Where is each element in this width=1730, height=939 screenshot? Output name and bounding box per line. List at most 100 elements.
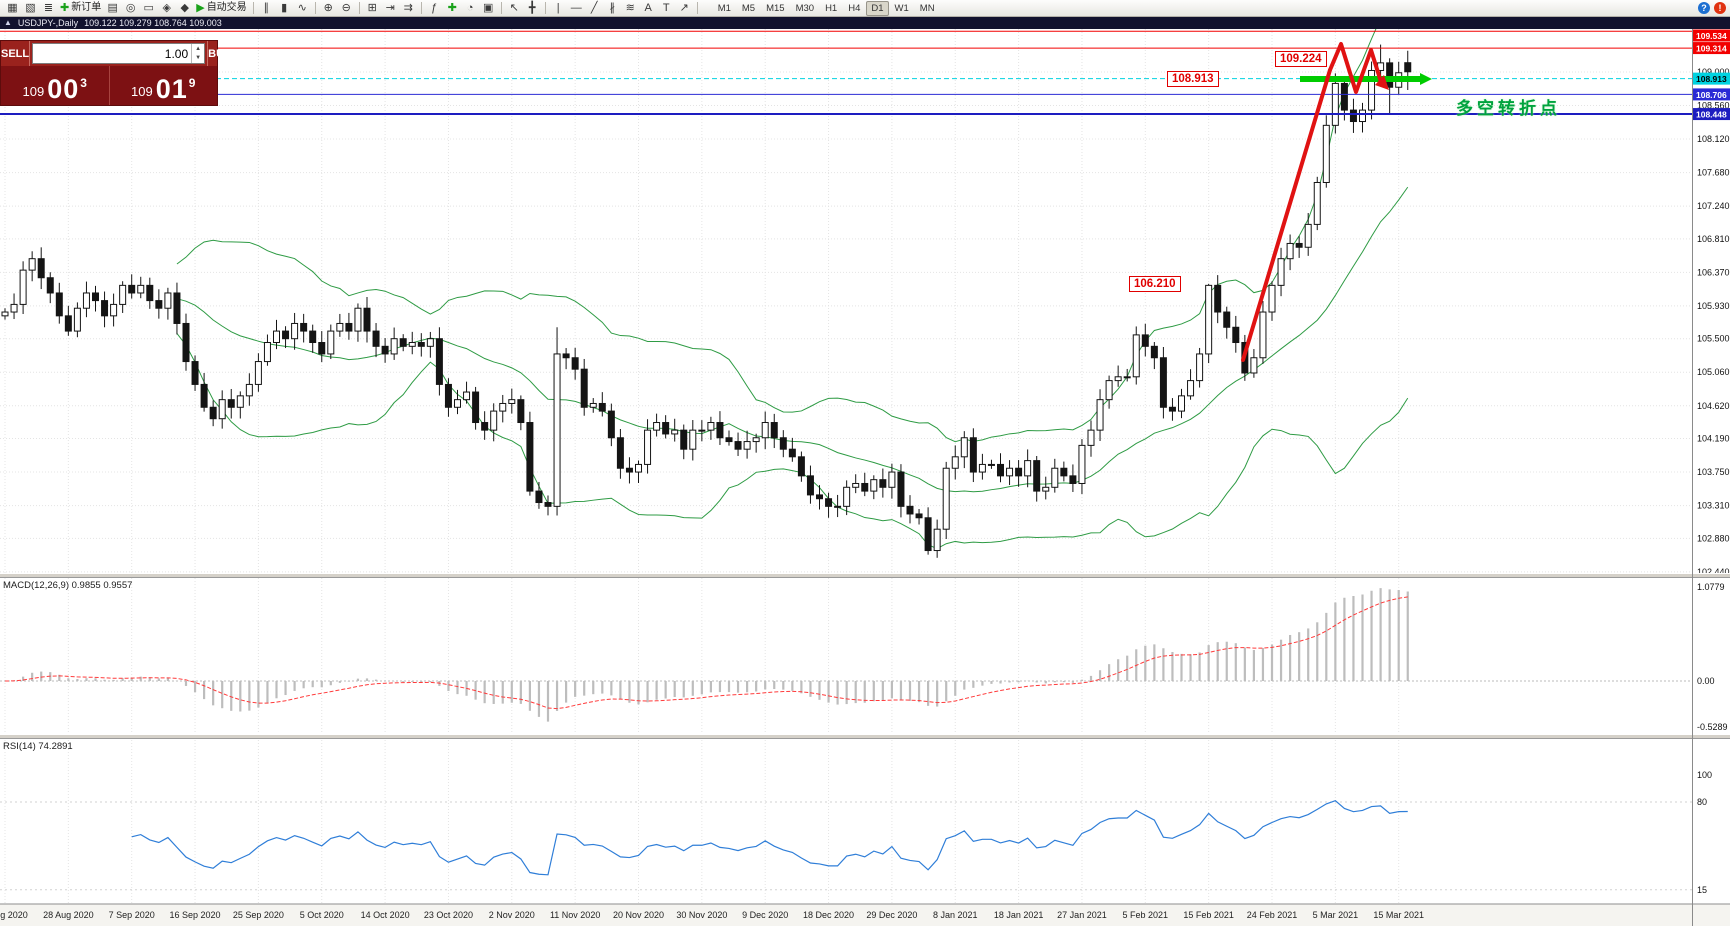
zoom-out-button[interactable]: ⊖	[338, 1, 355, 16]
svg-text:108.560: 108.560	[1697, 101, 1730, 111]
zoom-in-button[interactable]: ⊕	[320, 1, 337, 16]
price-level-tag[interactable]: 109.534	[1693, 29, 1730, 42]
metaeditor-icon: ◆	[180, 1, 189, 14]
svg-text:5 Feb 2021: 5 Feb 2021	[1123, 910, 1169, 920]
price-annotation-box[interactable]: 108.913	[1167, 71, 1219, 87]
svg-text:80: 80	[1697, 797, 1707, 807]
ask-prefix: 109	[131, 83, 153, 99]
rsi-label: RSI(14) 74.2891	[3, 741, 73, 752]
sell-button[interactable]: SELL	[1, 41, 31, 66]
svg-text:0.00: 0.00	[1697, 676, 1715, 686]
svg-text:105.930: 105.930	[1697, 301, 1730, 311]
alert-icon[interactable]: !	[1714, 2, 1726, 14]
svg-text:105.500: 105.500	[1697, 334, 1730, 344]
fibonacci-icon: ≋	[625, 1, 635, 14]
line-chart-button[interactable]: ∿	[294, 1, 311, 16]
red-zigzag-arrow[interactable]	[1328, 42, 1383, 94]
pane-separator[interactable]	[0, 573, 1730, 578]
auto-scroll-button[interactable]: ⇥	[382, 1, 399, 16]
svg-text:27 Jan 2021: 27 Jan 2021	[1057, 910, 1107, 920]
price-annotation-box[interactable]: 106.210	[1129, 276, 1181, 292]
green-arrow-head	[1420, 73, 1432, 85]
text-label-button[interactable]: A	[640, 1, 657, 16]
text-tool-button[interactable]: T	[658, 1, 675, 16]
terminal-icon: ▭	[143, 1, 154, 14]
collapse-trade-panel-icon[interactable]: ▲	[4, 18, 12, 27]
tf-w1[interactable]: W1	[894, 2, 909, 14]
price-annotation-box[interactable]: 109.224	[1275, 51, 1327, 67]
vertical-line-button[interactable]: |	[550, 1, 567, 16]
fibonacci-button[interactable]: ≋	[622, 1, 639, 16]
svg-text:108.913: 108.913	[1696, 74, 1727, 84]
new-order-label: 新订单	[71, 2, 102, 13]
templates-button[interactable]: ▣	[480, 1, 497, 16]
cursor-button[interactable]: ↖	[506, 1, 523, 16]
horizontal-line-button[interactable]: ―	[568, 1, 585, 16]
svg-text:25 Sep 2020: 25 Sep 2020	[233, 910, 284, 920]
autotrading-icon: ▶	[196, 1, 205, 14]
terminal-button[interactable]: ▭	[140, 1, 157, 16]
tile-windows-button[interactable]: ⊞	[364, 1, 381, 16]
profiles-icon: ▧	[25, 1, 36, 14]
svg-text:107.240: 107.240	[1697, 201, 1730, 211]
tf-h1[interactable]: H1	[825, 2, 838, 14]
strategy-tester-button[interactable]: ◈	[158, 1, 175, 16]
channel-button[interactable]: ∦	[604, 1, 621, 16]
trendline-icon: ╱	[590, 1, 598, 14]
profiles-button[interactable]: ▧	[22, 1, 39, 16]
market-watch-button[interactable]: ≣	[40, 1, 57, 16]
help-icon[interactable]: ?	[1698, 2, 1710, 14]
trendline-button[interactable]: ╱	[586, 1, 603, 16]
candle-chart-button[interactable]: ▮	[276, 1, 293, 16]
tf-m5[interactable]: M5	[741, 2, 756, 14]
svg-text:23 Oct 2020: 23 Oct 2020	[424, 910, 473, 920]
indicators-add-button[interactable]: ✚	[444, 1, 461, 16]
buy-button[interactable]: BUY	[207, 41, 231, 66]
periods-button[interactable]: ◔	[462, 1, 479, 16]
zoom-in-icon: ⊕	[323, 1, 333, 14]
price-level-tag[interactable]: 108.706	[1693, 88, 1730, 101]
sell-price-panel[interactable]: 109 00 3	[1, 66, 110, 105]
buy-price-panel[interactable]: 109 01 9	[110, 66, 218, 105]
new-chart-icon: ▦	[7, 1, 18, 14]
arrows-tool-button[interactable]: ↗	[676, 1, 693, 16]
price-axis[interactable]	[1692, 29, 1730, 904]
arrows-tool-icon: ↗	[679, 1, 689, 14]
tf-m1[interactable]: M1	[717, 2, 731, 14]
pane-separator[interactable]	[0, 734, 1730, 739]
autotrading-label: 自动交易	[206, 2, 247, 13]
volume-up-icon[interactable]: ▲	[195, 45, 202, 52]
data-window-button[interactable]: ▤	[104, 1, 121, 16]
navigator-button[interactable]: ◎	[122, 1, 139, 16]
chart-shift-icon: ⇉	[403, 1, 413, 14]
svg-text:24 Feb 2021: 24 Feb 2021	[1247, 910, 1298, 920]
price-level-tag[interactable]: 108.448	[1693, 108, 1730, 121]
crosshair-button[interactable]: ╋	[524, 1, 541, 16]
indicators-button[interactable]: ƒ	[426, 1, 443, 16]
time-axis[interactable]	[0, 904, 1692, 926]
tf-h4[interactable]: H4	[848, 2, 861, 14]
bar-chart-button[interactable]: ∥	[258, 1, 275, 16]
strategy-tester-icon: ◈	[162, 1, 171, 14]
tf-m30[interactable]: M30	[795, 2, 815, 14]
price-level-tag[interactable]: 109.314	[1693, 42, 1730, 55]
new-chart-button[interactable]: ▦	[4, 1, 21, 16]
tf-mn[interactable]: MN	[919, 2, 935, 14]
svg-text:107.680: 107.680	[1697, 168, 1730, 178]
red-trend-arrow[interactable]	[1241, 68, 1332, 362]
metaeditor-button[interactable]: ◆	[176, 1, 193, 16]
autotrading-button[interactable]: ▶ 自动交易	[194, 1, 248, 16]
new-order-button[interactable]: ✚ 新订单	[58, 1, 103, 16]
svg-text:30 Nov 2020: 30 Nov 2020	[676, 910, 727, 920]
new-order-icon: ✚	[60, 1, 70, 14]
svg-text:20 Nov 2020: 20 Nov 2020	[613, 910, 664, 920]
tf-d1[interactable]: D1	[866, 0, 889, 16]
volume-input[interactable]	[33, 46, 192, 61]
tf-m15[interactable]: M15	[766, 2, 785, 14]
volume-down-icon[interactable]: ▼	[195, 55, 202, 62]
chart-note-text[interactable]: 多空转折点	[1456, 99, 1561, 118]
price-level-tag[interactable]: 108.913	[1693, 72, 1730, 85]
toolbar-separator	[314, 2, 316, 14]
chart-shift-button[interactable]: ⇉	[400, 1, 417, 16]
